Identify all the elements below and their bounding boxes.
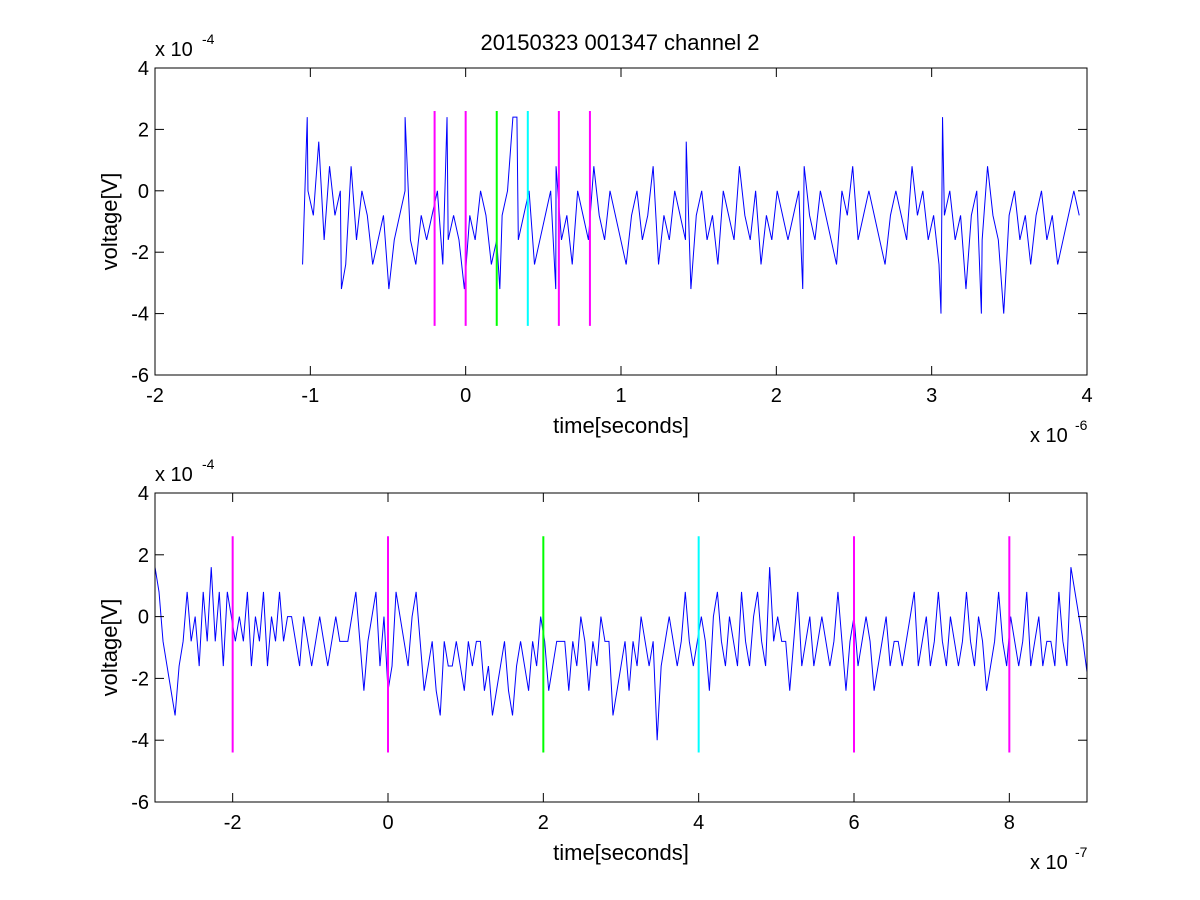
y-tick-label: -4 (131, 730, 149, 752)
x-tick-label: -2 (224, 812, 242, 834)
y-tick-label: 4 (138, 483, 149, 505)
x-tick-label: 3 (926, 385, 937, 407)
y-tick-label: 2 (138, 119, 149, 141)
x-axis-label: time[seconds] (553, 840, 689, 865)
y-tick-label: -4 (131, 304, 149, 326)
y-tick-label: 4 (138, 58, 149, 80)
y-axis-label: voltage[V] (97, 173, 122, 271)
y-tick-label: -2 (131, 668, 149, 690)
x-exponent-label: x 10 (1030, 852, 1068, 874)
x-exponent: -7 (1075, 844, 1088, 860)
axes-frame (154, 67, 1088, 376)
y-axis-label: voltage[V] (97, 599, 122, 697)
axes-frame (154, 492, 1088, 803)
chart-panel-top: -2 -1 0 1 2 3 4 -6 -4 -2 0 2 4 time[seconds] voltage[V… (97, 31, 1093, 447)
y-exponent-label: x 10 (155, 39, 193, 61)
y-tick-label: 0 (138, 607, 149, 629)
x-tick-label: 2 (538, 812, 549, 834)
y-tick-label: -2 (131, 242, 149, 264)
chart-panel-bottom: -2 0 2 4 6 8-6-4-2024time[seconds]voltage[V]x… (97, 456, 1088, 874)
x-axis-label: time[seconds] (553, 413, 689, 438)
x-exponent: -6 (1075, 417, 1088, 433)
y-tick-label: -6 (131, 792, 149, 814)
x-tick-label: 6 (848, 812, 859, 834)
y-exponent: -4 (202, 456, 215, 472)
x-tick-label: 4 (693, 812, 704, 834)
x-tick-label: -2 (146, 385, 164, 407)
x-tick-label: 2 (771, 385, 782, 407)
figure-title: 20150323 001347 channel 2 (481, 30, 760, 55)
x-tick-label: 0 (382, 812, 393, 834)
y-tick-label: -6 (131, 365, 149, 387)
series-line (302, 116, 1080, 314)
x-tick-label: -1 (301, 385, 319, 407)
x-tick-label: 8 (1004, 812, 1015, 834)
x-tick-label: 1 (615, 385, 626, 407)
y-tick-label: 2 (138, 545, 149, 567)
x-tick-label: 4 (1081, 385, 1092, 407)
series-line (155, 567, 1087, 741)
y-exponent: -4 (202, 31, 215, 47)
x-tick-label: 0 (460, 385, 471, 407)
y-exponent-label: x 10 (155, 464, 193, 486)
x-exponent-label: x 10 (1030, 425, 1068, 447)
y-tick-label: 0 (138, 181, 149, 203)
